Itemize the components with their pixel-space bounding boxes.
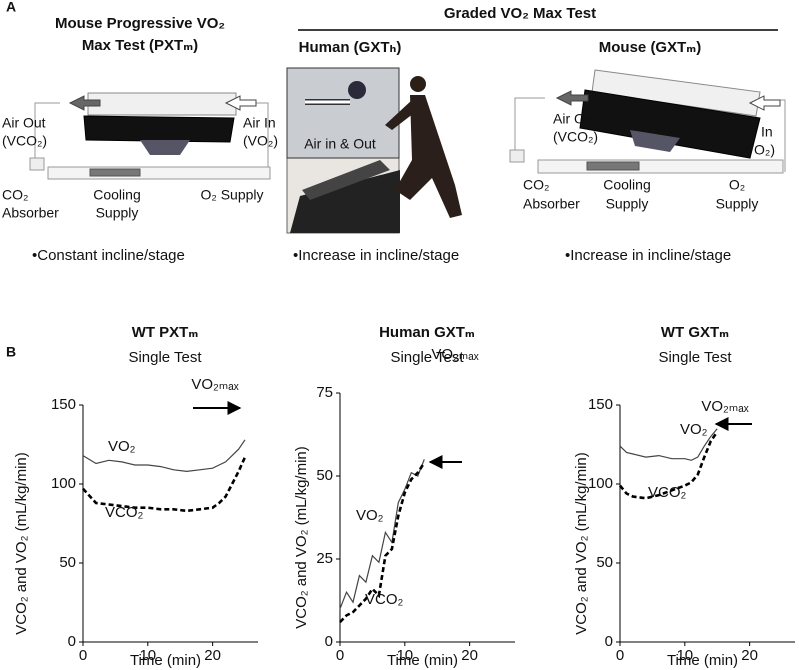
annotation: VO₂ₘₐₓ	[191, 376, 238, 393]
air-out: (VCO₂)	[553, 129, 598, 145]
x-tick-label: 10	[139, 647, 156, 664]
y-tick-label: 150	[588, 396, 613, 413]
x-tick-label: 20	[461, 647, 478, 664]
chart-title: WT GXTₘ	[661, 324, 729, 341]
left-title: Mouse Progressive VO₂	[55, 15, 225, 32]
chart-subtitle: Single Test	[390, 349, 464, 366]
annotation: VO₂ₘₐₓ	[701, 398, 748, 415]
series-line	[82, 456, 247, 513]
series-label: VCO₂	[365, 591, 404, 608]
supply: O₂	[729, 177, 745, 193]
air-out: Air Out	[2, 115, 46, 131]
supply: O₂ Supply	[200, 187, 263, 203]
air-out: (VCO₂)	[2, 133, 47, 149]
y-tick-label: 75	[316, 384, 333, 401]
supply: Supply	[716, 196, 759, 212]
absorber: CO₂	[523, 177, 549, 193]
photo-label: Air in & Out	[304, 136, 376, 152]
cooling: Supply	[606, 196, 649, 212]
series-line	[618, 431, 719, 500]
air-in: Air In	[740, 124, 773, 140]
note: •Constant incline/stage	[32, 247, 185, 264]
series-line	[339, 461, 426, 624]
y-tick-label: 0	[605, 633, 613, 650]
human-photo	[286, 67, 462, 234]
series-label: VO₂	[108, 438, 136, 455]
series-label: VO₂	[680, 421, 708, 438]
air-in: (VO₂)	[243, 133, 278, 149]
note: •Increase in incline/stage	[293, 247, 459, 264]
x-tick-label: 0	[336, 647, 344, 664]
y-axis-label: VCO₂ and VO₂ (mL/kg/min)	[13, 452, 30, 635]
series-label: VCO₂	[105, 504, 144, 521]
y-tick-label: 0	[68, 633, 76, 650]
x-tick-label: 10	[676, 647, 693, 664]
left-apparatus	[29, 92, 271, 180]
series-label: VO₂	[356, 507, 384, 524]
series-line	[339, 459, 425, 610]
left-title: Max Test (PXTₘ)	[82, 37, 198, 54]
y-tick-label: 100	[51, 475, 76, 492]
human-title: Human (GXTₕ)	[299, 39, 402, 56]
x-tick-label: 20	[741, 647, 758, 664]
x-axis-label: Time (min)	[130, 652, 201, 669]
x-axis-label: Time (min)	[387, 652, 458, 669]
chart-subtitle: Single Test	[128, 349, 202, 366]
annotation: VO₂ₘₐₓ	[431, 346, 478, 363]
right-apparatus	[509, 69, 786, 174]
panel-label: A	[6, 0, 16, 15]
cooling: Supply	[96, 205, 139, 221]
y-axis-label: VCO₂ and VO₂ (mL/kg/min)	[573, 452, 590, 635]
y-tick-label: 100	[588, 475, 613, 492]
y-tick-label: 50	[316, 467, 333, 484]
air-in: (VO₂)	[740, 142, 775, 158]
absorber: CO₂	[2, 187, 28, 203]
cooling: Cooling	[603, 177, 650, 193]
absorber: Absorber	[2, 205, 59, 221]
y-tick-label: 150	[51, 396, 76, 413]
x-tick-label: 10	[396, 647, 413, 664]
x-axis-label: Time (min)	[667, 652, 738, 669]
absorber: Absorber	[523, 196, 580, 212]
series-line	[619, 428, 718, 461]
note: •Increase in incline/stage	[565, 247, 731, 264]
x-tick-label: 0	[79, 647, 87, 664]
y-tick-label: 50	[596, 554, 613, 571]
y-tick-label: 25	[316, 550, 333, 567]
x-tick-label: 0	[616, 647, 624, 664]
chart-title: Human GXTₘ	[379, 324, 475, 341]
cooling: Cooling	[93, 187, 140, 203]
graded-title: Graded VO₂ Max Test	[444, 5, 596, 22]
y-tick-label: 50	[59, 554, 76, 571]
x-tick-label: 20	[204, 647, 221, 664]
mouse-title: Mouse (GXTₘ)	[599, 39, 701, 56]
series-label: VCO₂	[648, 484, 687, 501]
panel-label: B	[6, 344, 16, 360]
y-tick-label: 0	[325, 633, 333, 650]
chart-subtitle: Single Test	[658, 349, 732, 366]
air-in: Air In	[243, 115, 276, 131]
y-axis-label: VCO₂ and VO₂ (mL/kg/min)	[293, 446, 310, 629]
air-out: Air Out	[553, 111, 597, 127]
series-line	[82, 439, 246, 473]
chart-title: WT PXTₘ	[132, 324, 199, 341]
